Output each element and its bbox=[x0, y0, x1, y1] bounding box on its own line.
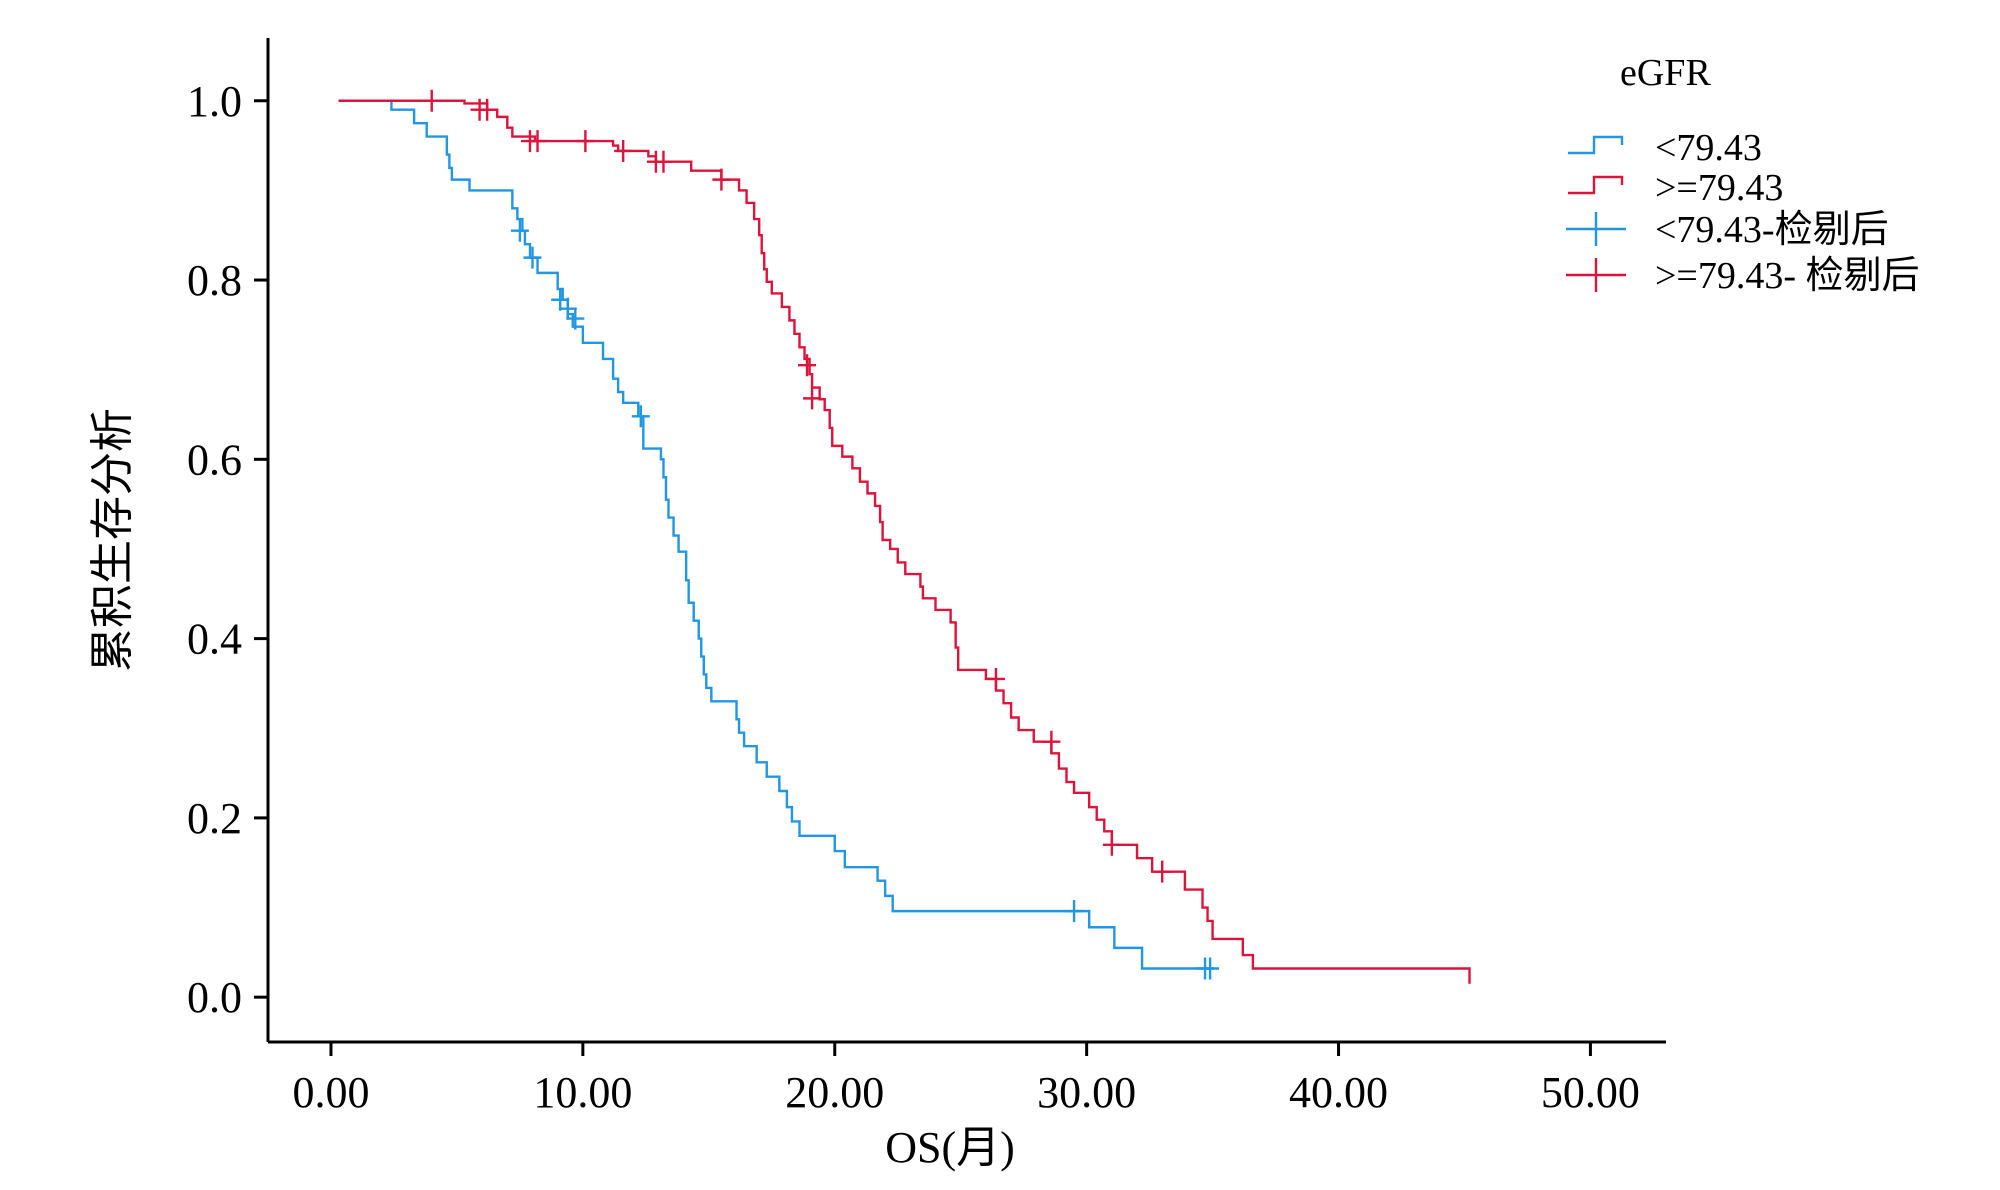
censor-mark bbox=[558, 297, 577, 320]
x-tick-label: 40.00 bbox=[1289, 1068, 1388, 1117]
censor-mark bbox=[566, 307, 585, 330]
censor-mark bbox=[528, 130, 547, 153]
y-tick-label: 0.2 bbox=[187, 794, 242, 843]
y-axis-label: 累积生存分析 bbox=[88, 408, 137, 672]
censor-mark bbox=[1102, 833, 1121, 856]
x-tick-label: 10.00 bbox=[533, 1068, 632, 1117]
censor-mark bbox=[576, 130, 595, 153]
y-tick-label: 0.4 bbox=[187, 615, 242, 664]
censor-mark bbox=[631, 405, 650, 428]
y-tick-label: 0.0 bbox=[187, 973, 242, 1022]
censor-mark bbox=[510, 219, 529, 242]
censor-mark bbox=[654, 150, 673, 173]
censor-mark bbox=[1201, 957, 1220, 980]
x-tick-label: 0.00 bbox=[292, 1068, 369, 1117]
legend-entry-label: <79.43-检剔后 bbox=[1655, 209, 1889, 251]
censor-mark bbox=[986, 667, 1005, 690]
legend: eGFR <79.43>=79.43<79.43-检剔后>=79.43- 检剔后 bbox=[1566, 52, 1920, 297]
survival-curve-high bbox=[338, 99, 1471, 984]
y-tick-label: 1.0 bbox=[187, 77, 242, 126]
legend-swatch-cross bbox=[1566, 212, 1626, 246]
x-tick-label: 30.00 bbox=[1037, 1068, 1136, 1117]
censor-mark bbox=[422, 89, 441, 112]
censor-mark bbox=[1153, 860, 1172, 883]
legend-entry-label: >=79.43- 检剔后 bbox=[1655, 255, 1920, 297]
legend-entry-label: >=79.43 bbox=[1655, 167, 1783, 209]
x-axis-label: OS(月) bbox=[885, 1123, 1015, 1172]
censor-mark bbox=[1042, 730, 1061, 753]
survival-curve-low bbox=[338, 99, 1213, 970]
legend-title: eGFR bbox=[1620, 52, 1711, 94]
legend-swatch-step bbox=[1568, 135, 1624, 155]
censor-mark bbox=[523, 246, 542, 269]
censor-mark bbox=[798, 354, 817, 377]
plot-area bbox=[338, 89, 1471, 984]
legend-swatch-step bbox=[1568, 175, 1624, 195]
y-tick-label: 0.6 bbox=[187, 435, 242, 484]
x-tick-label: 20.00 bbox=[785, 1068, 884, 1117]
censor-mark bbox=[551, 288, 570, 311]
y-tick-label: 0.8 bbox=[187, 256, 242, 305]
legend-entry-label: <79.43 bbox=[1655, 127, 1762, 169]
x-tick-label: 50.00 bbox=[1541, 1068, 1640, 1117]
censor-mark bbox=[1065, 900, 1084, 923]
censor-mark bbox=[712, 168, 731, 191]
censor-mark bbox=[478, 98, 497, 121]
legend-swatch-cross bbox=[1566, 258, 1626, 292]
censor-mark bbox=[803, 387, 822, 410]
axes: 0.00 10.00 20.00 30.00 40.00 50.00 0.0 0.2 0.4 0.… bbox=[187, 38, 1666, 1117]
censor-mark bbox=[614, 139, 633, 162]
